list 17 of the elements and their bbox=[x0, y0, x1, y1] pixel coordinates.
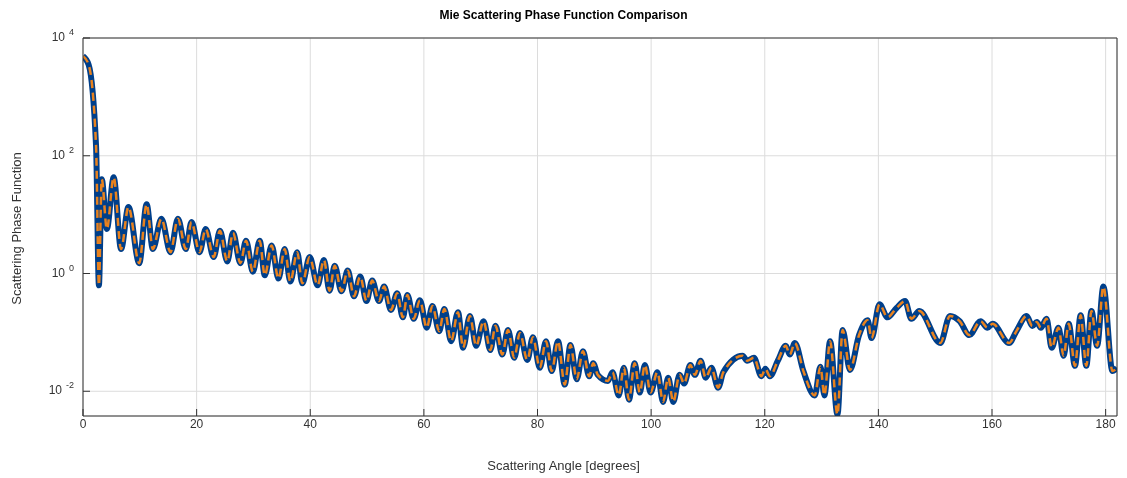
chart-title: Mie Scattering Phase Function Comparison bbox=[438, 8, 689, 22]
y-axis-title: Scattering Phase Function bbox=[8, 151, 24, 305]
x-tick-label: 140 bbox=[868, 417, 889, 432]
x-tick-label: 20 bbox=[189, 417, 204, 432]
x-tick-label: 160 bbox=[982, 417, 1003, 432]
y-tick-label: 10$^{0}$ bbox=[51, 262, 74, 280]
y-tick-label: 10$^{4}$ bbox=[51, 26, 74, 45]
x-tick-label: 120 bbox=[754, 417, 776, 432]
y-tick-label: 10$^{-2}$ bbox=[48, 380, 74, 398]
x-axis-title: Scattering Angle [degrees] bbox=[486, 458, 641, 473]
x-tick-label: 180 bbox=[1095, 417, 1116, 432]
x-tick-label: 40 bbox=[303, 417, 318, 432]
x-tick-label: 80 bbox=[530, 417, 545, 432]
x-tick-label: 0 bbox=[79, 417, 87, 432]
x-tick-label: 60 bbox=[417, 417, 431, 432]
y-tick-label: 10$^{2}$ bbox=[51, 144, 74, 162]
x-tick-label: 100 bbox=[641, 417, 662, 432]
